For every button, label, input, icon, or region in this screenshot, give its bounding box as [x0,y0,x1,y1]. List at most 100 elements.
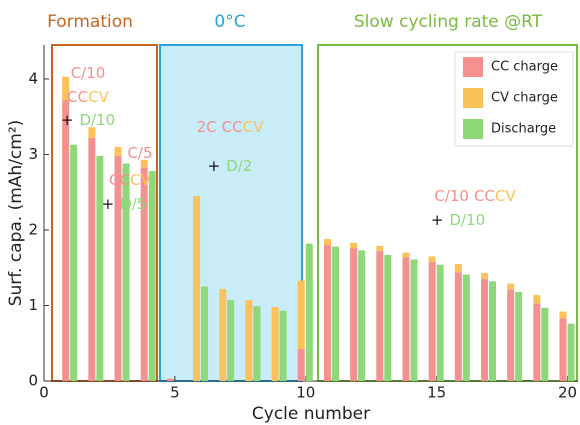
y-tick-label: 2 [28,220,38,238]
legend-swatch [463,119,483,139]
bar [402,257,410,381]
bar [462,274,470,381]
bar [96,155,104,381]
bar [481,273,488,280]
bar [122,163,130,381]
bar [297,280,305,350]
bar [489,281,496,381]
bar [323,239,331,246]
bar [148,171,156,381]
legend: CC charge CV charge Discharge [454,51,574,147]
bar [402,252,410,258]
x-tick-label: 0 [39,384,49,402]
y-axis-label: Surf. capa. (mAh/cm²) [6,120,26,307]
bar [88,137,96,381]
annotation: + D/2 [208,157,253,175]
bar [533,294,541,304]
annotation-cv: CV [130,171,151,189]
bar [350,248,358,381]
bar [358,250,366,381]
bar [559,318,567,381]
annotation-rate: C/5 [127,144,152,162]
annotation-discharge: D/10 [449,211,485,229]
bar [533,303,541,381]
bar [507,289,515,381]
bar [410,259,418,381]
bar [541,307,549,381]
annotation-cc: CC [222,118,243,136]
bar [384,254,392,381]
legend-swatch [463,57,483,77]
bar [271,307,279,381]
annotation-plus: + [61,111,74,129]
annotation: C/5 [127,144,152,162]
bar [140,159,148,168]
x-tick-label: 5 [170,384,180,402]
legend-label: Discharge [491,122,556,137]
bar [454,263,462,273]
bar [166,378,174,381]
annotation-discharge: D/2 [226,157,252,175]
y-tick-label: 3 [28,145,38,163]
annotation-cc: CC [109,171,130,189]
bar [305,243,313,381]
annotation-rate: C/10 [434,187,469,205]
x-axis-label: Cycle number [252,404,370,424]
y-tick-label: 1 [28,296,38,314]
annotation: C/10 CCCV [434,187,516,205]
annotation-rate: C/10 [71,64,106,82]
annotation-plus: + [102,195,115,213]
bar [245,300,253,381]
bar [559,311,567,319]
annotation-plus: + [431,211,444,229]
annotation-cc: CC [474,187,495,205]
annotation: CCCV [109,171,151,189]
annotation: CCCV [67,88,109,106]
bar [428,256,436,262]
y-tick-label: 4 [28,69,38,87]
annotation: + D/10 [61,111,115,129]
annotation-cv: CV [243,118,264,136]
x-tick-label: 10 [296,384,315,402]
bar [62,76,70,101]
annotation-plus: + [208,157,221,175]
bar [481,279,488,381]
annotation-cv: CV [88,88,109,106]
bar [428,261,436,381]
annotation: C/10 [71,64,106,82]
bar [376,251,384,381]
bar [350,242,358,249]
bar [567,323,575,381]
region-label: 0°C [214,12,245,32]
annotation: + D/10 [431,211,485,229]
x-tick-label: 15 [427,384,446,402]
bar [436,264,444,381]
annotation-discharge: D/5 [120,195,146,213]
legend-label: CV charge [491,91,558,106]
bar [114,155,122,381]
bar [140,167,148,381]
bar [376,245,384,252]
bar [114,146,122,156]
annotation: + D/5 [102,195,147,213]
bar [454,272,462,381]
annotation: 2C CCCV [197,118,264,136]
bar [88,127,96,138]
bar [507,283,515,290]
legend-swatch [463,88,483,108]
annotation-discharge: D/10 [79,111,115,129]
bar [227,300,235,381]
bar [201,286,209,381]
bar [297,349,305,381]
x-tick-label: 20 [558,384,577,402]
annotation-rate: 2C [197,118,217,136]
bar [219,288,227,381]
bar [70,144,78,381]
bar [331,246,339,381]
bar [253,306,261,381]
y-tick-label: 0 [28,372,38,390]
region-label: Slow cycling rate @RT [354,12,543,32]
bar [279,310,287,381]
bar [193,196,201,381]
annotation-cv: CV [495,187,516,205]
